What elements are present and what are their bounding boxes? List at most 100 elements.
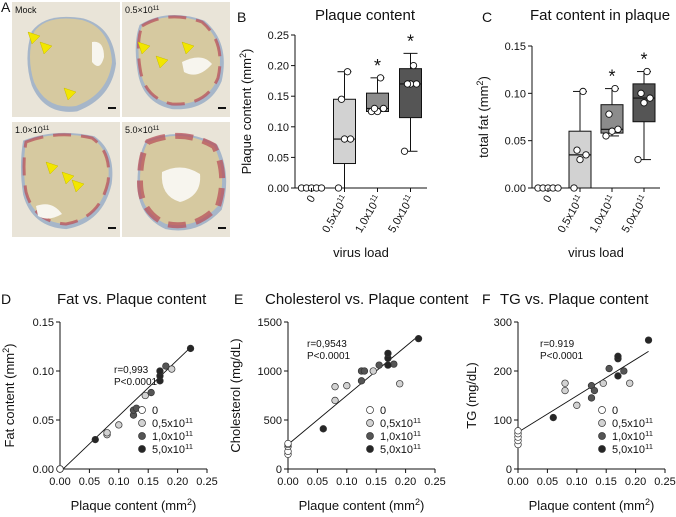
panel-f-tg-vs-plaque-scatter: F TG vs. Plaque content 0.00 0.05 0.10 0.15 0.… [464, 291, 676, 513]
data-point [56, 465, 64, 473]
data-point [573, 146, 581, 154]
data-point [614, 352, 622, 360]
panel-a-micrographs: A Mock 0.5×1011 1.0×1011 5.0×1011 [1, 0, 230, 237]
data-point [590, 386, 599, 395]
significance-star: * [608, 67, 615, 87]
legend-marker [366, 445, 374, 453]
data-point [561, 386, 569, 395]
yellow-arrow-marker [45, 161, 59, 175]
data-point [646, 94, 654, 102]
y-tick-label: 500 [264, 415, 282, 427]
data-point [587, 394, 596, 402]
legend-marker [138, 406, 146, 414]
stat-annotation: r=0,993 [114, 365, 149, 376]
legend-label: 1,0x1011 [152, 429, 193, 444]
data-point [369, 367, 377, 375]
data-point [331, 396, 339, 405]
y-tick-label: 0.05 [268, 152, 289, 164]
x-tick-label: 0.25 [424, 476, 445, 488]
micrograph-label: 0.5×1011 [125, 5, 160, 16]
data-point [162, 362, 170, 370]
scale-bar [108, 227, 116, 229]
regression-line [287, 335, 419, 445]
panel-e-cholesterol-vs-plaque-scatter: E Cholesterol vs. Plaque content 0.00 0.05 0… [228, 291, 469, 513]
data-point [514, 427, 522, 435]
data-point [644, 336, 653, 344]
box-2 [333, 98, 356, 165]
legend-marker [366, 419, 374, 427]
y-tick-label: 0.25 [268, 30, 289, 42]
x-tick-label: 1,0x1011 [351, 192, 384, 235]
yellow-arrow-marker [27, 31, 41, 45]
data-point [284, 439, 292, 448]
data-point [608, 127, 616, 135]
data-point [317, 184, 326, 192]
data-point [376, 74, 385, 82]
data-point [343, 68, 352, 76]
data-point [390, 360, 398, 368]
data-point [115, 421, 123, 429]
data-point [384, 361, 392, 369]
significance-star: * [640, 50, 647, 70]
y-axis-label: Cholesterol (mg/dL) [228, 338, 243, 452]
y-tick-label: 300 [494, 317, 512, 329]
x-tick-label: 0.05 [537, 476, 558, 488]
stat-annotation: P<0.0001 [307, 351, 351, 362]
legend-label: 0 [152, 405, 158, 417]
y-tick-label: 0.00 [33, 464, 54, 476]
y-tick-label: 0.15 [505, 41, 526, 53]
data-point [103, 429, 111, 437]
x-tick-label: 0.25 [196, 476, 217, 488]
significance-star: * [407, 31, 414, 51]
data-point [605, 110, 613, 118]
y-tick-label: 0 [506, 464, 512, 476]
data-point [614, 372, 622, 380]
y-tick-label: 0.05 [33, 415, 54, 427]
x-tick-label: 0.00 [49, 476, 70, 488]
stat-annotation: P<0.0001 [114, 377, 158, 388]
data-point [605, 364, 613, 373]
data-point [582, 151, 590, 159]
lumen [161, 167, 201, 202]
lumen [92, 41, 104, 66]
yellow-arrow-marker [137, 41, 151, 55]
y-axis-label: total fat (mm2) [475, 76, 491, 158]
yellow-arrow-marker [39, 41, 53, 55]
data-point [375, 361, 383, 369]
oil-red-stain [136, 15, 222, 106]
panel-d-fat-vs-plaque-scatter: D Fat vs. Plaque content 0.00 0.05 0.10 0.15 0… [1, 291, 218, 513]
y-tick-label: 0.15 [268, 91, 289, 103]
data-point [599, 379, 607, 387]
yellow-arrow-marker [181, 41, 195, 55]
scale-bar [218, 107, 226, 109]
legend-label: 0 [380, 405, 386, 417]
plaque-area [138, 16, 220, 105]
legend-marker [138, 432, 146, 440]
data-point [637, 89, 645, 97]
micrograph-4: 5.0×1011 [122, 122, 230, 237]
data-point [357, 377, 366, 385]
chart-title: Plaque content [315, 7, 416, 24]
legend-label: 0,5x1011 [152, 416, 193, 431]
legend-marker [138, 419, 146, 427]
regression-line [517, 351, 649, 433]
panel-letter-a: A [1, 0, 11, 15]
x-tick-label: 0.20 [167, 476, 188, 488]
data-point [141, 391, 149, 400]
micrograph-3: 1.0×1011 [12, 122, 120, 237]
y-tick-label: 0.10 [268, 122, 289, 134]
data-point [156, 367, 164, 375]
y-tick-label: 0.00 [505, 183, 526, 195]
data-point [379, 104, 388, 113]
data-point [611, 84, 619, 93]
x-tick-label: 0.10 [566, 476, 587, 488]
data-point [370, 104, 379, 113]
legend-marker [598, 432, 606, 440]
data-point [319, 425, 327, 433]
panel-letter-f: F [482, 291, 491, 307]
y-tick-label: 0.15 [33, 317, 54, 329]
data-point [573, 401, 581, 409]
data-point [412, 80, 421, 88]
x-tick-label: 0,5x1011 [554, 192, 587, 235]
y-tick-label: 0.00 [268, 183, 289, 195]
